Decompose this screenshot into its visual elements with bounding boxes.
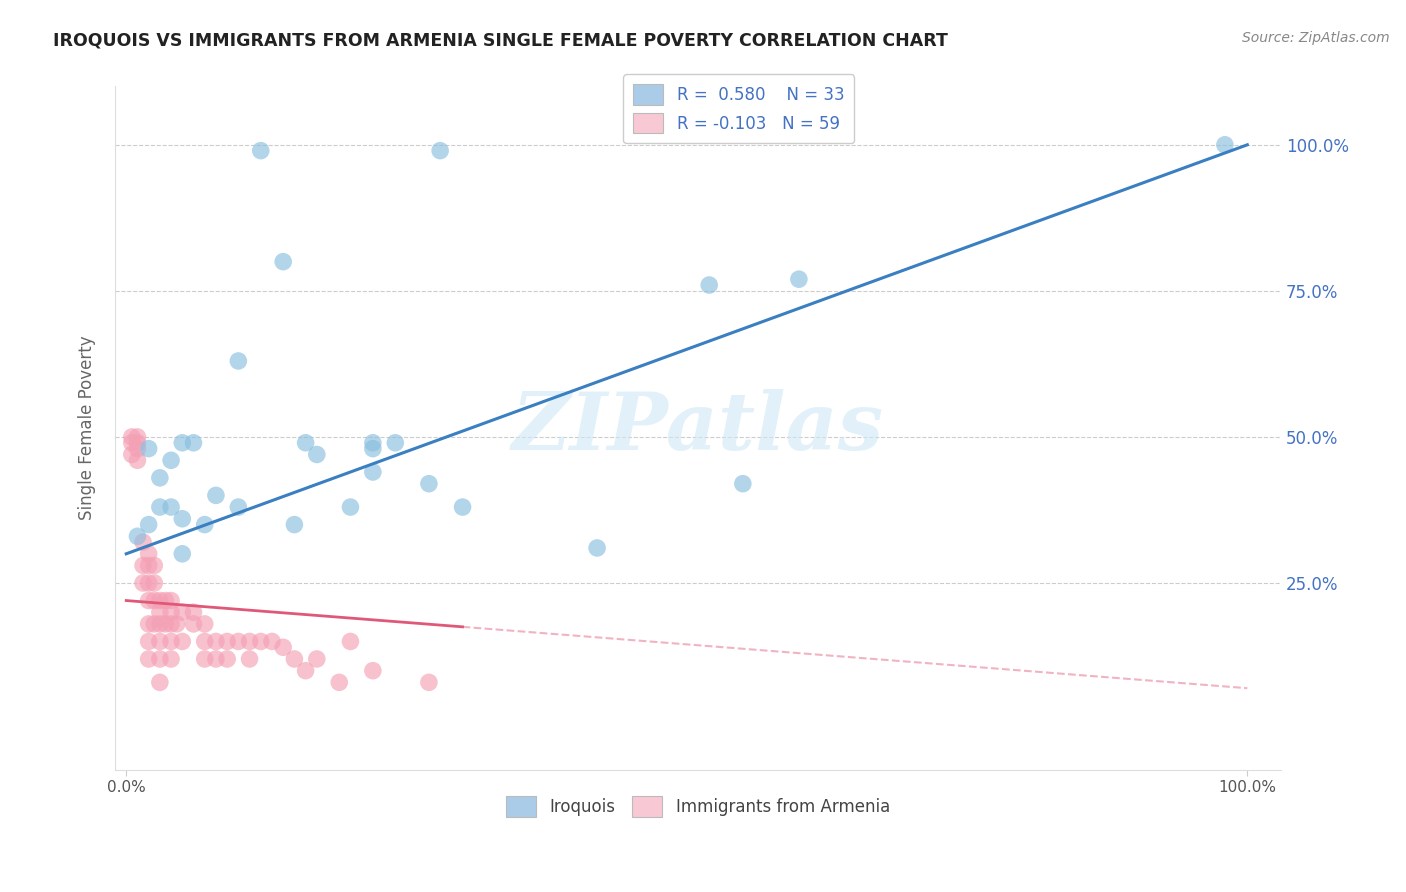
Point (271, 254, 294, 268)
Point (283, 652, 305, 666)
Point (183, 435, 205, 450)
Point (731, 476, 754, 491)
Point (205, 652, 228, 666)
Point (149, 605, 172, 619)
Point (194, 652, 217, 666)
Point (328, 675, 350, 690)
Point (418, 675, 440, 690)
Point (143, 593, 166, 607)
Point (155, 616, 177, 631)
Point (149, 471, 172, 485)
Point (194, 616, 217, 631)
Point (249, 634, 271, 648)
Point (121, 435, 143, 450)
Point (138, 652, 160, 666)
Point (172, 547, 194, 561)
Point (384, 435, 406, 450)
Point (132, 558, 155, 573)
Point (228, 500, 250, 514)
Point (132, 576, 155, 591)
Point (305, 447, 328, 461)
Legend: Iroquois, Immigrants from Armenia: Iroquois, Immigrants from Armenia (499, 789, 897, 823)
Point (149, 634, 172, 648)
Point (361, 435, 384, 450)
Point (160, 500, 183, 514)
Point (143, 616, 166, 631)
Point (172, 512, 194, 526)
Point (138, 616, 160, 631)
Point (160, 652, 183, 666)
Point (127, 442, 149, 456)
Point (172, 435, 194, 450)
Point (143, 558, 166, 573)
Point (160, 605, 183, 619)
Point (697, 278, 720, 293)
Point (155, 593, 177, 607)
Point (361, 465, 384, 479)
Point (138, 576, 160, 591)
Point (228, 634, 250, 648)
Point (149, 675, 172, 690)
Point (418, 476, 440, 491)
Point (127, 430, 149, 444)
Point (149, 593, 172, 607)
Point (787, 272, 810, 286)
Point (138, 547, 160, 561)
Point (217, 652, 239, 666)
Point (132, 535, 155, 549)
Point (160, 593, 183, 607)
Point (238, 652, 260, 666)
Y-axis label: Single Female Poverty: Single Female Poverty (79, 336, 96, 521)
Point (339, 634, 361, 648)
Point (205, 634, 228, 648)
Point (194, 634, 217, 648)
Point (160, 634, 183, 648)
Point (160, 616, 183, 631)
Point (143, 576, 166, 591)
Point (149, 652, 172, 666)
Point (228, 354, 250, 368)
Point (183, 605, 205, 619)
Point (249, 144, 271, 158)
Point (127, 435, 149, 450)
Point (283, 517, 305, 532)
Point (451, 500, 474, 514)
Point (361, 664, 384, 678)
Point (194, 517, 217, 532)
Point (172, 605, 194, 619)
Text: ZIPatlas: ZIPatlas (512, 390, 884, 467)
Point (172, 634, 194, 648)
Point (260, 634, 283, 648)
Point (127, 453, 149, 467)
Point (271, 640, 294, 655)
Point (121, 430, 143, 444)
Point (205, 488, 228, 502)
Text: IROQUOIS VS IMMIGRANTS FROM ARMENIA SINGLE FEMALE POVERTY CORRELATION CHART: IROQUOIS VS IMMIGRANTS FROM ARMENIA SING… (53, 31, 948, 49)
Point (305, 652, 328, 666)
Point (138, 442, 160, 456)
Point (429, 144, 451, 158)
Point (294, 435, 316, 450)
Point (138, 634, 160, 648)
Point (160, 453, 183, 467)
Point (121, 447, 143, 461)
Point (217, 634, 239, 648)
Point (339, 500, 361, 514)
Point (138, 517, 160, 532)
Point (361, 442, 384, 456)
Point (1213, 137, 1236, 152)
Point (138, 558, 160, 573)
Point (586, 541, 609, 555)
Point (238, 634, 260, 648)
Text: Source: ZipAtlas.com: Source: ZipAtlas.com (1241, 31, 1389, 45)
Point (138, 593, 160, 607)
Point (149, 616, 172, 631)
Point (149, 500, 172, 514)
Point (166, 616, 188, 631)
Point (294, 664, 316, 678)
Point (127, 529, 149, 543)
Point (183, 616, 205, 631)
